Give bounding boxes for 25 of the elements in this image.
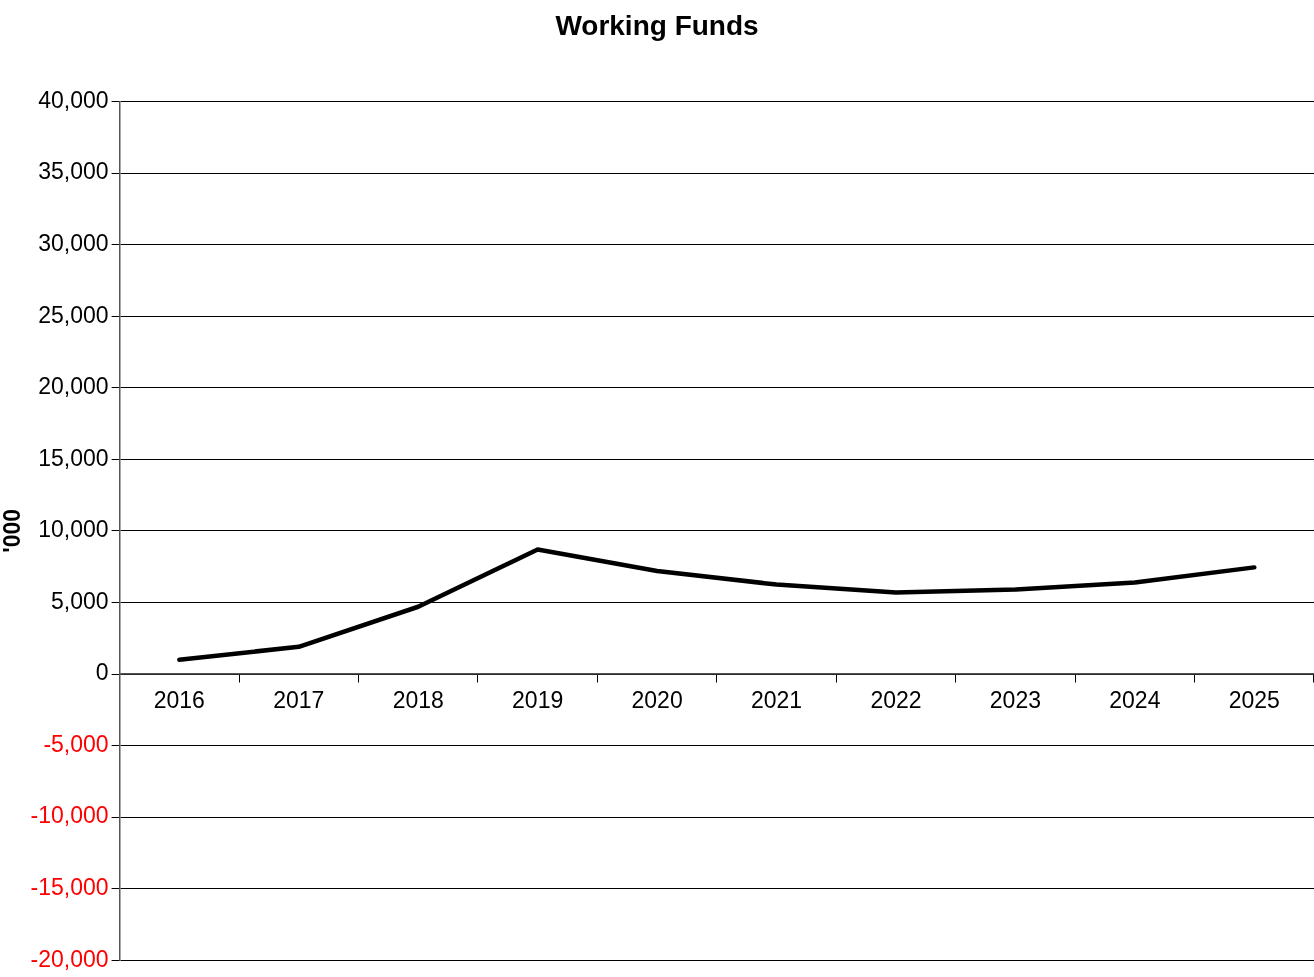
y-tick-label: 15,000: [38, 444, 109, 471]
y-tick-label: 40,000: [38, 86, 109, 113]
y-axis-title: '000: [0, 508, 26, 553]
y-tick-label: 20,000: [38, 373, 109, 400]
x-tick-label: 2019: [512, 687, 564, 714]
x-tick-label: 2017: [273, 687, 325, 714]
y-tick-label: 0: [95, 659, 109, 686]
y-tick-label: -20,000: [30, 945, 109, 972]
y-tick-label: 25,000: [38, 301, 109, 328]
y-tick-label: 30,000: [38, 230, 109, 257]
y-tick-label: -5,000: [43, 730, 109, 757]
y-tick-label: 35,000: [38, 158, 109, 185]
x-tick-label: 2022: [870, 687, 922, 714]
x-tick-label: 2018: [392, 687, 444, 714]
y-tick-label: 10,000: [38, 516, 109, 543]
x-tick-label: 2016: [153, 687, 205, 714]
x-tick-label: 2023: [989, 687, 1041, 714]
y-tick-label: -15,000: [30, 873, 109, 900]
y-tick-label: -10,000: [30, 802, 109, 829]
y-tick-label: 5,000: [51, 587, 109, 614]
x-tick-label: 2021: [750, 687, 803, 714]
chart-title: Working Funds: [555, 9, 759, 41]
x-tick-label: 2025: [1228, 687, 1280, 714]
x-tick-label: 2020: [631, 687, 683, 714]
x-tick-label: 2024: [1109, 687, 1161, 714]
